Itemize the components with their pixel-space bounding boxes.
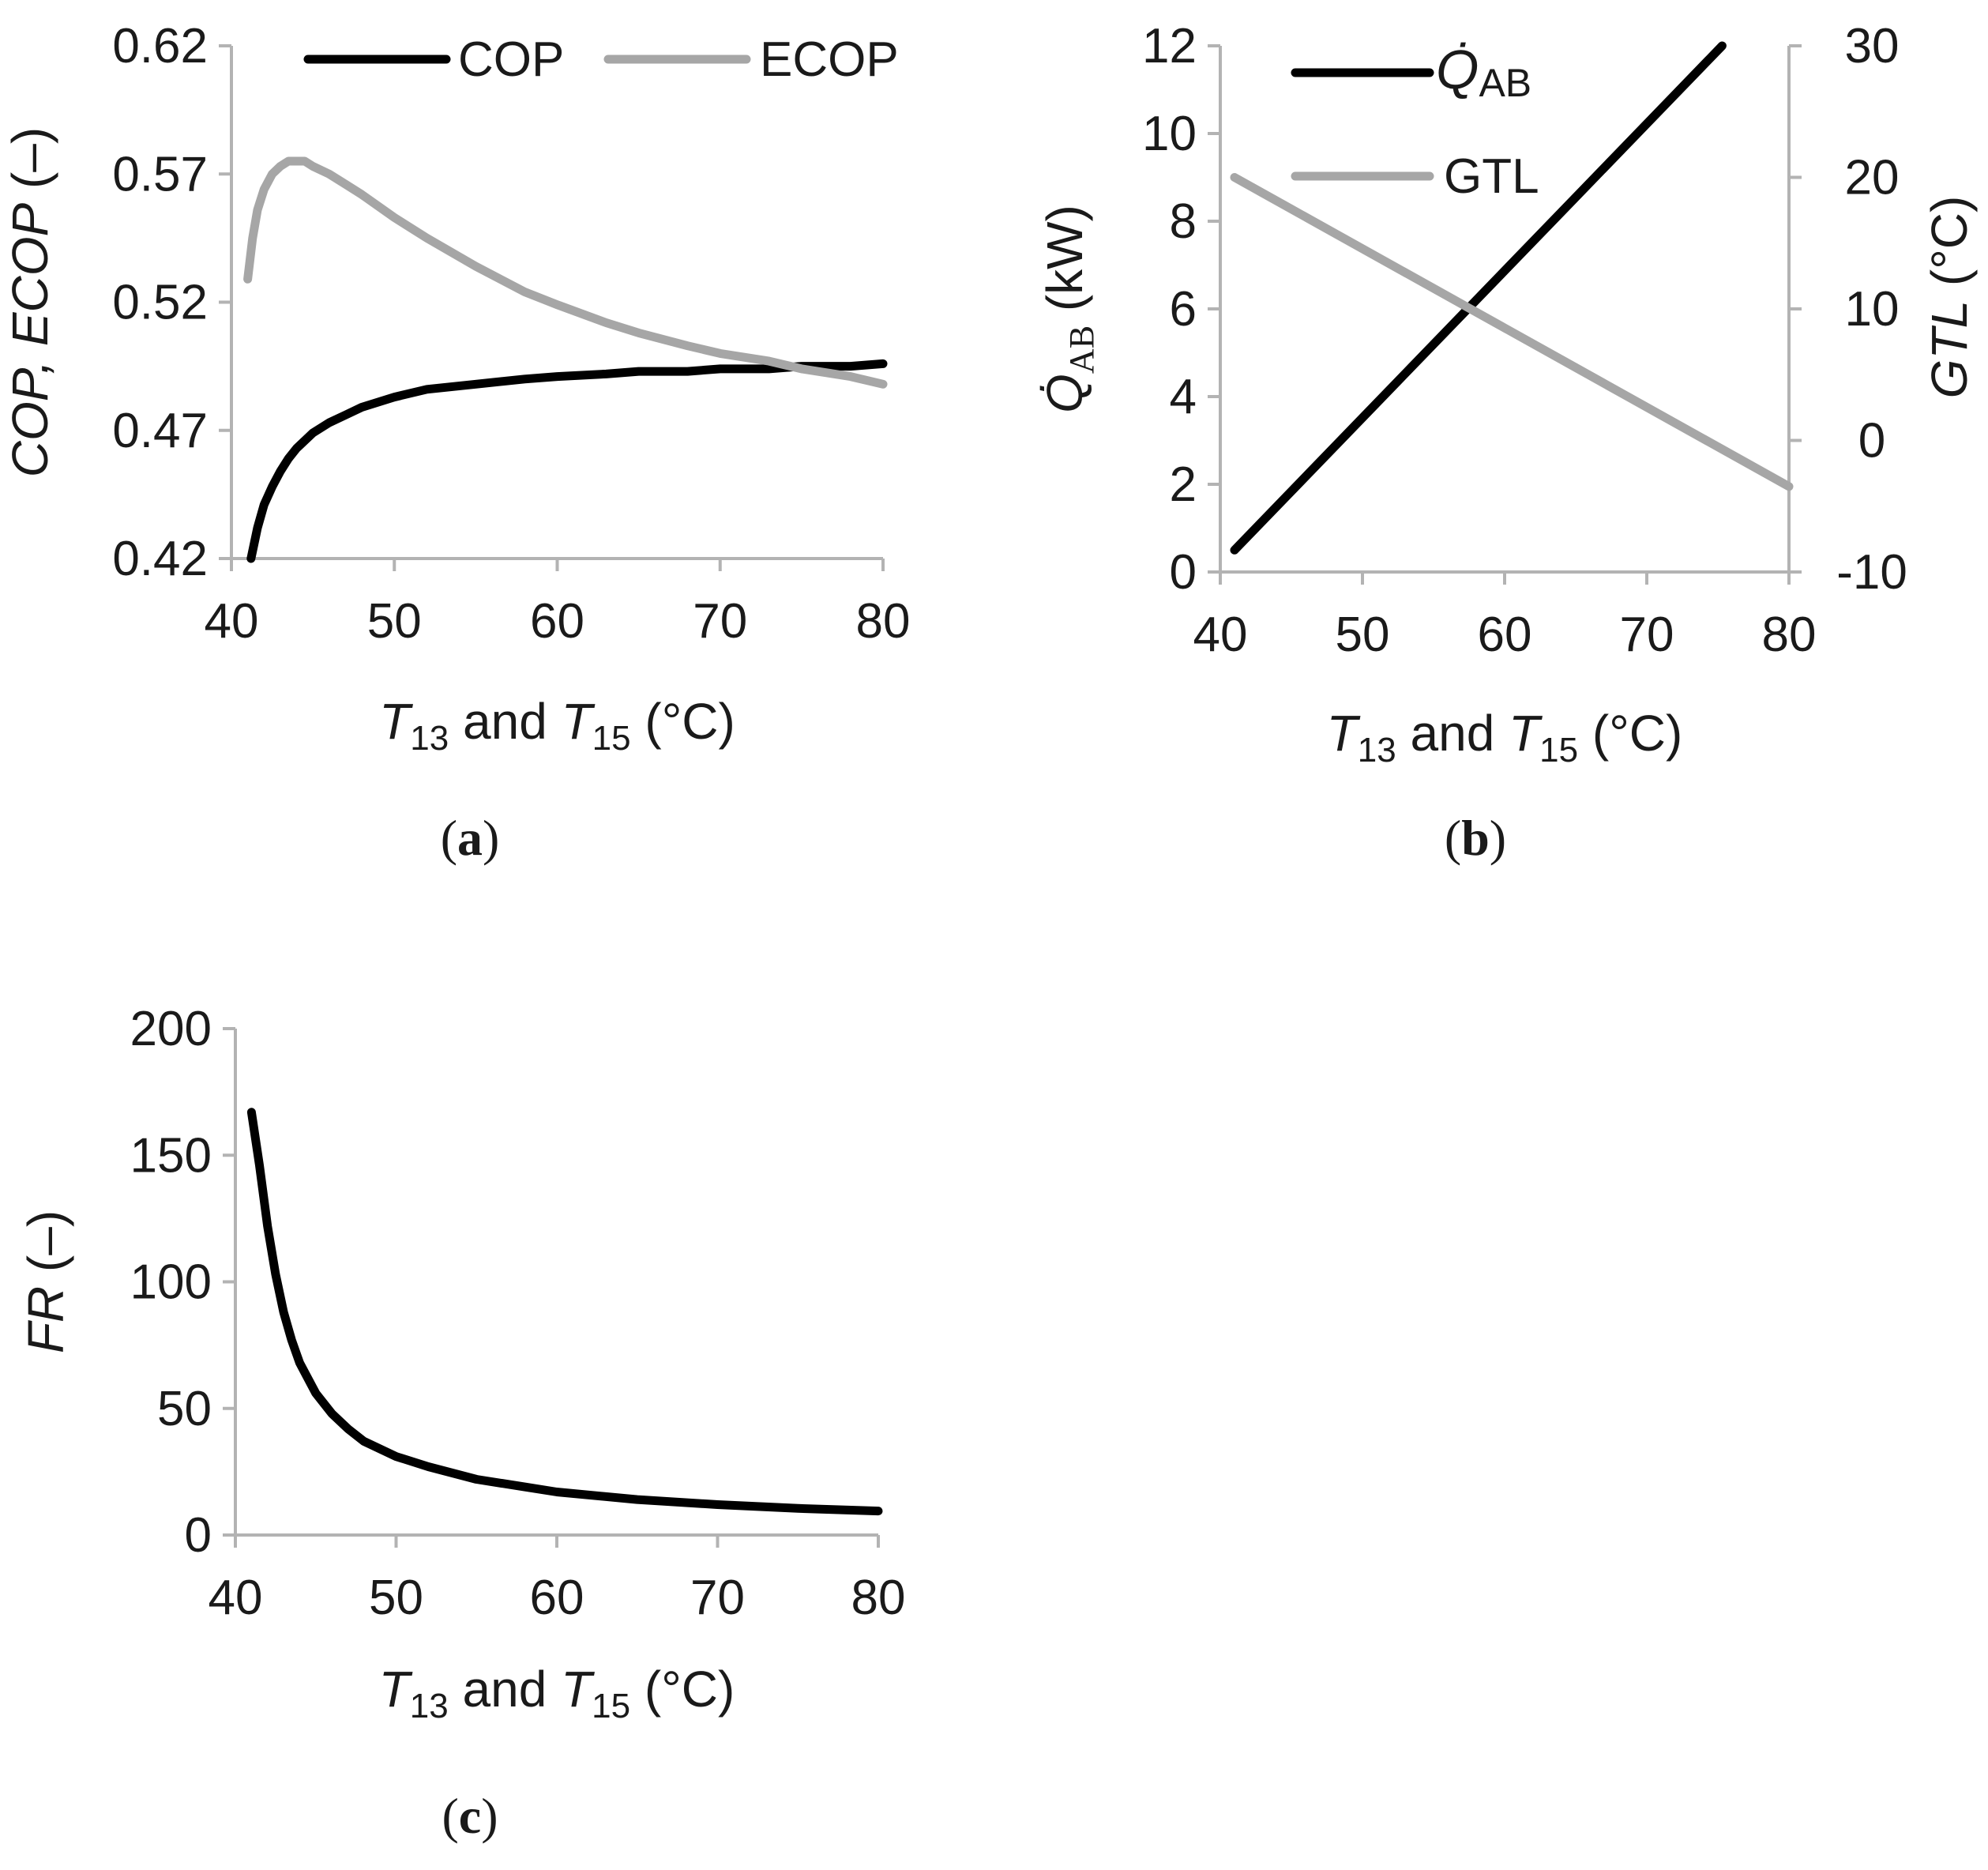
legend-label-q-ab: Q̇AB <box>1436 39 1531 105</box>
y2-tick-label: 0 <box>1858 414 1885 468</box>
x-tick-label: 60 <box>1478 608 1532 662</box>
x-tick-label: 80 <box>851 1571 906 1625</box>
y2-axis-label: GTL (°C) <box>1921 196 1978 399</box>
y-tick-label: 0.42 <box>112 532 208 586</box>
x-tick-label: 60 <box>530 594 584 649</box>
chart-a: 40 50 60 70 80 0.42 0.47 0.52 0.57 0.62 COP ECOP T13… <box>2 19 910 866</box>
y-tick-label: 100 <box>130 1255 212 1310</box>
x-tick-label: 40 <box>205 594 259 649</box>
y-tick-label: 0.57 <box>112 147 208 201</box>
x-tick-label: 80 <box>856 594 911 649</box>
legend: COP ECOP <box>303 32 899 87</box>
x-tick-label: 50 <box>1336 608 1390 662</box>
x-tick-label: 60 <box>530 1571 584 1625</box>
x-tick-label: 40 <box>1193 608 1248 662</box>
y-tick-label: 50 <box>157 1382 212 1436</box>
y-tick-label: 0 <box>1170 545 1197 600</box>
x-axis-label: T13 and T15 (°C) <box>379 1661 735 1725</box>
y-tick-label: 12 <box>1142 19 1197 73</box>
legend: Q̇AB GTL <box>1291 39 1539 204</box>
panel-caption: (b) <box>1445 810 1506 866</box>
y-axis-label: Q̇AB (kW) <box>1036 205 1101 413</box>
y-tick-label: 2 <box>1170 457 1197 512</box>
series-line-gtl <box>1230 173 1794 491</box>
legend-label-gtl: GTL <box>1444 149 1539 204</box>
legend-label-ecop: ECOP <box>760 32 899 87</box>
series-line-q-ab <box>1230 41 1727 555</box>
chart-b: 40 50 60 70 80 0 2 4 6 8 10 12 -10 0 10 20 30 Q̇AB GTL T13 … <box>1036 19 1978 866</box>
series-line-ecop <box>243 156 888 389</box>
y-tick-label: 4 <box>1170 370 1197 424</box>
panel-caption: (a) <box>441 810 500 866</box>
x-tick-label: 50 <box>369 1571 423 1625</box>
y2-tick-label: 30 <box>1845 19 1900 73</box>
y-tick-label: 8 <box>1170 194 1197 249</box>
y-tick-label: 6 <box>1170 282 1197 337</box>
y-axis-label: FR (–) <box>17 1210 74 1353</box>
y-tick-label: 0.62 <box>112 19 208 73</box>
x-tick-label: 50 <box>367 594 422 649</box>
y2-tick-label: -10 <box>1836 545 1907 600</box>
x-tick-label: 70 <box>693 594 747 649</box>
series-line-cop <box>246 359 888 563</box>
y-tick-label: 0.47 <box>112 404 208 458</box>
x-axis-label: T13 and T15 (°C) <box>379 693 735 758</box>
panel-caption: (c) <box>442 1788 498 1844</box>
x-tick-label: 70 <box>1620 608 1674 662</box>
y2-tick-label: 10 <box>1845 282 1900 337</box>
legend-label-cop: COP <box>458 32 564 87</box>
x-tick-label: 70 <box>690 1571 745 1625</box>
y-tick-label: 200 <box>130 1002 212 1056</box>
y2-tick-label: 20 <box>1845 151 1900 205</box>
x-tick-label: 40 <box>209 1571 263 1625</box>
y-tick-label: 150 <box>130 1128 212 1183</box>
y-tick-label: 0 <box>185 1508 212 1563</box>
x-axis-label: T13 and T15 (°C) <box>1327 705 1683 769</box>
y-axis-label: COP, ECOP (–) <box>2 127 58 477</box>
x-tick-label: 80 <box>1762 608 1817 662</box>
y-tick-label: 0.52 <box>112 276 208 330</box>
y-tick-label: 10 <box>1142 107 1197 161</box>
series-line-fr <box>246 1108 883 1516</box>
chart-c: 40 50 60 70 80 0 50 100 150 200 T13 and T15 (°C) FR… <box>17 1002 905 1844</box>
